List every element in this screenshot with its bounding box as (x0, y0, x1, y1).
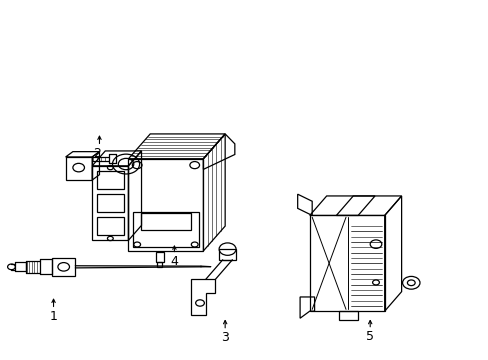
Text: 5: 5 (366, 330, 373, 343)
Bar (133, 212, 198, 247)
Bar (219, 249, 236, 260)
Bar (97, 171, 123, 189)
Bar (97, 217, 123, 235)
Bar (157, 261, 162, 267)
Bar (156, 252, 163, 261)
Bar (97, 194, 123, 212)
Text: 1: 1 (49, 310, 58, 323)
Text: 3: 3 (221, 331, 229, 344)
Text: 4: 4 (170, 255, 178, 268)
Text: 2: 2 (93, 147, 101, 160)
Bar (140, 213, 191, 230)
